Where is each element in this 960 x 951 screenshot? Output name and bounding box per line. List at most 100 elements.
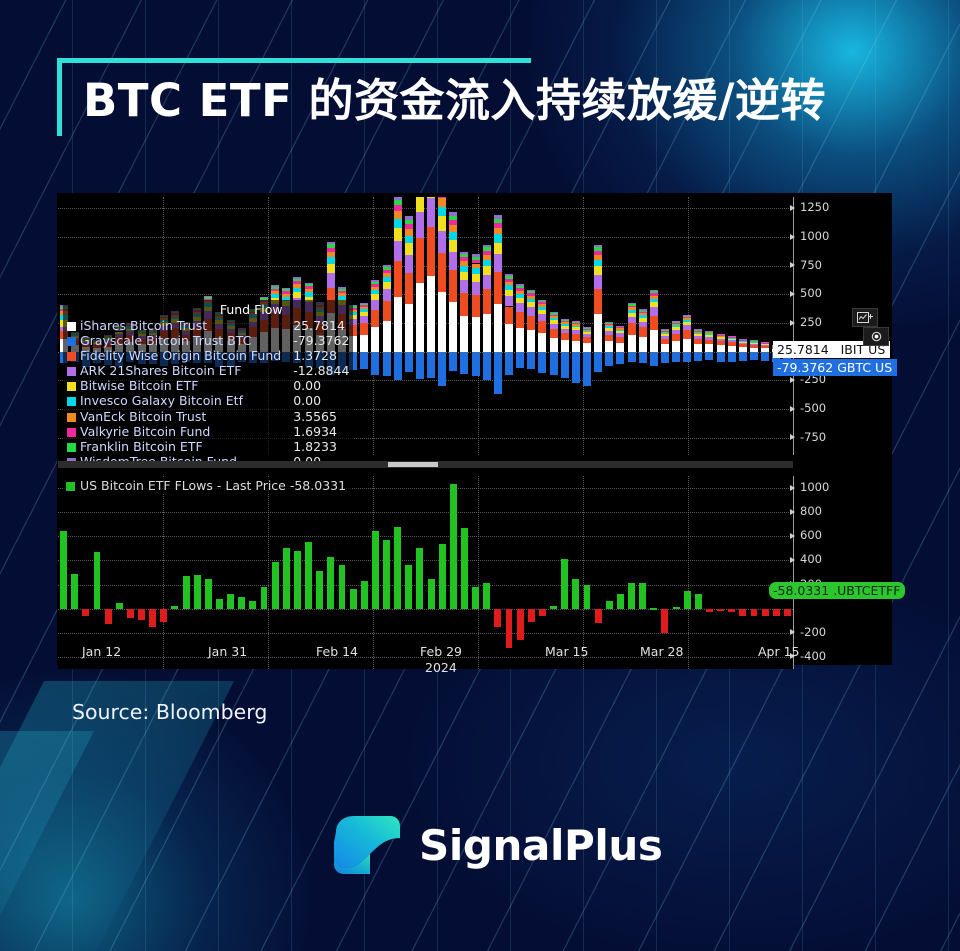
stacked-bar-segment xyxy=(694,329,703,331)
price-tag-gbtc: -79.3762 GBTC US xyxy=(773,359,898,376)
stacked-bar-segment xyxy=(493,351,502,395)
flow-bar xyxy=(438,543,446,609)
stacked-bar-segment xyxy=(271,284,280,287)
flow-bar xyxy=(204,578,212,609)
stacked-bar-segment xyxy=(527,298,536,303)
fund-flow-legend: Fund Flow iShares Bitcoin Trust 25.7814 Gr… xyxy=(63,300,354,472)
gridline-horizontal xyxy=(58,208,793,210)
legend-value: -12.8844 xyxy=(293,363,350,379)
stacked-bar-segment xyxy=(326,272,335,288)
stacked-bar-segment xyxy=(761,348,770,352)
stacked-bar-segment xyxy=(527,307,536,316)
stacked-bar-segment xyxy=(627,302,636,305)
stacked-bar-segment xyxy=(337,288,346,291)
stacked-bar-segment xyxy=(471,256,480,260)
flow-bar xyxy=(772,608,780,616)
stacked-bar-segment xyxy=(705,331,714,333)
stacked-bar-segment xyxy=(660,331,669,333)
stacked-bar-segment xyxy=(449,351,458,372)
stacked-bar-segment xyxy=(560,319,569,321)
flow-bar xyxy=(527,608,535,622)
stacked-bar-segment xyxy=(616,329,625,332)
stacked-bar-segment xyxy=(694,331,703,333)
stacked-bar-segment xyxy=(271,291,280,295)
stacked-bar-segment xyxy=(493,272,502,304)
stacked-bar-segment xyxy=(716,351,725,363)
stacked-bar-segment xyxy=(326,244,335,248)
stacked-bar-segment xyxy=(660,330,669,332)
etf-flows-chart[interactable]: US Bitcoin ETF FLows - Last Price -58.03… xyxy=(58,476,793,669)
stacked-bar-segment xyxy=(382,276,391,282)
stacked-bar xyxy=(616,197,625,455)
etf-flows-color-chip xyxy=(66,482,75,491)
stacked-bar-segment xyxy=(582,327,591,329)
stacked-bar-segment xyxy=(638,317,647,322)
stacked-bar-segment xyxy=(460,293,469,317)
title-block: BTC ETF 的资金流入持续放缓/逆转 xyxy=(57,52,826,136)
stacked-bar-segment xyxy=(204,295,213,297)
stacked-bar-segment xyxy=(360,305,369,308)
record-dot-icon[interactable] xyxy=(863,327,889,346)
axis-tick xyxy=(790,262,795,269)
stacked-bar-segment xyxy=(549,314,558,317)
stacked-bar-segment xyxy=(571,330,580,334)
stacked-bar-segment xyxy=(493,218,502,223)
flow-bar xyxy=(616,594,624,609)
gridline-horizontal xyxy=(58,380,793,382)
stacked-bar-segment xyxy=(750,340,759,342)
stacked-bar-segment xyxy=(449,225,458,233)
stacked-bar-segment xyxy=(493,242,502,254)
background-glow-bottom-left xyxy=(0,661,320,951)
axis-label: 1000 xyxy=(800,229,830,244)
stacked-bar xyxy=(527,197,536,455)
etf-flows-gridlines xyxy=(58,476,793,669)
legend-table: iShares Bitcoin Trust 25.7814 Grayscale Bi… xyxy=(67,318,349,469)
stacked-bar-segment xyxy=(505,276,514,279)
panel-scrollbar[interactable] xyxy=(58,461,793,468)
flow-bar xyxy=(383,539,390,609)
stacked-bar-segment xyxy=(549,351,558,375)
stacked-bar-segment xyxy=(371,351,380,375)
legend-label: Valkyrie Bitcoin Fund xyxy=(80,423,211,439)
stacked-bar-segment xyxy=(560,328,569,333)
stacked-bar-segment xyxy=(538,321,547,334)
fund-flow-chart[interactable]: Fund Flow iShares Bitcoin Trust 25.7814 Gr… xyxy=(58,197,793,472)
stacked-bar-segment xyxy=(549,316,558,318)
stacked-bar-segment xyxy=(616,336,625,343)
legend-swatch xyxy=(67,393,80,408)
stacked-bar-segment xyxy=(493,234,502,243)
stacked-bar-segment xyxy=(527,315,536,330)
stacked-bar-segment xyxy=(638,321,647,328)
stacked-bar-segment xyxy=(505,289,514,297)
stacked-bar-segment xyxy=(360,312,369,317)
stacked-bar-segment xyxy=(493,222,502,228)
x-axis-label: Mar 28 xyxy=(640,644,684,659)
stacked-bar-segment xyxy=(326,257,335,264)
record-dot-glyph xyxy=(871,331,881,342)
stacked-bar-segment xyxy=(649,289,658,292)
panel-scrollbar-thumb[interactable] xyxy=(388,462,438,467)
stacked-bar-segment xyxy=(560,319,569,321)
stacked-bar-segment xyxy=(638,351,647,364)
add-chart-icon[interactable] xyxy=(852,308,878,327)
stacked-bar-segment xyxy=(683,316,692,318)
stacked-bar-segment xyxy=(505,324,514,352)
stacked-bar-segment xyxy=(516,284,525,286)
stacked-bar-segment xyxy=(538,310,547,315)
legend-label: iShares Bitcoin Trust xyxy=(80,318,208,333)
legend-value: 3.5565 xyxy=(293,408,337,424)
stacked-bar-segment xyxy=(482,266,491,275)
stacked-bar-segment xyxy=(393,351,402,381)
stacked-bar-segment xyxy=(326,241,335,245)
stacked-bar xyxy=(404,197,413,455)
stacked-bar-segment xyxy=(672,320,681,322)
gridline-horizontal xyxy=(58,437,793,439)
stacked-bar-segment xyxy=(460,251,469,255)
stacked-bar-segment xyxy=(538,351,547,373)
legend-label: Franklin Bitcoin ETF xyxy=(80,438,203,454)
stacked-bar-segment xyxy=(505,281,514,286)
legend-swatch xyxy=(67,348,80,363)
stacked-bar-segment xyxy=(460,254,469,258)
stacked-bar-segment xyxy=(761,342,770,344)
flow-bar xyxy=(661,608,669,633)
